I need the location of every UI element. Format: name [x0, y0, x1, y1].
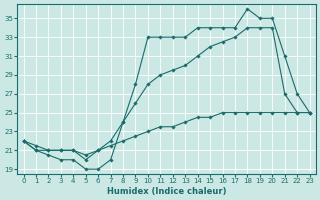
X-axis label: Humidex (Indice chaleur): Humidex (Indice chaleur): [107, 187, 226, 196]
